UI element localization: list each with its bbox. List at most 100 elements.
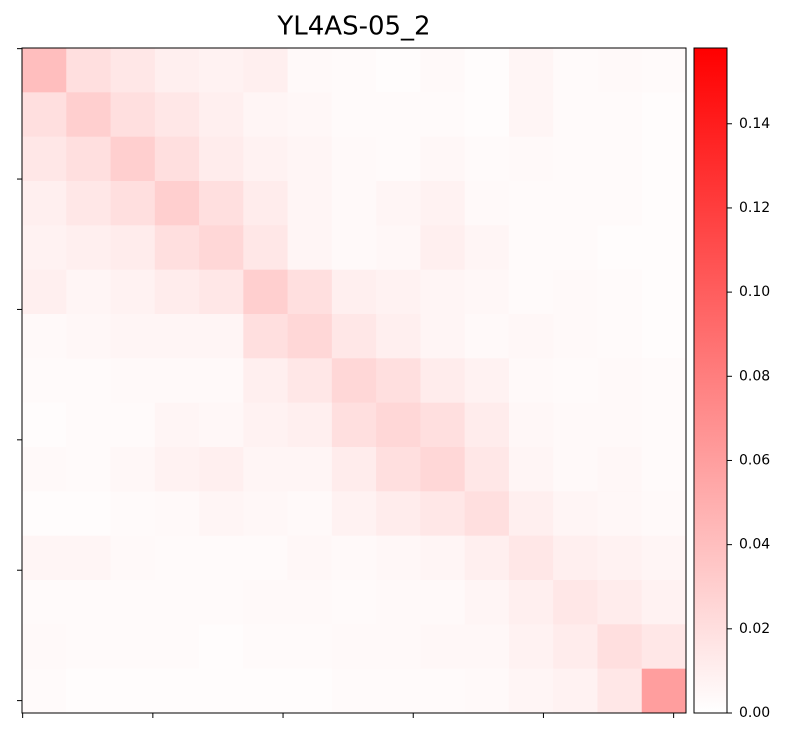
heatmap-cell	[508, 491, 554, 537]
heatmap-cell	[199, 447, 244, 492]
heatmap-cell	[597, 447, 643, 492]
heatmap-cell	[199, 48, 244, 93]
heatmap-cell	[154, 92, 200, 138]
heatmap-cell	[287, 624, 333, 670]
heatmap-cell	[66, 48, 112, 93]
heatmap-cell	[464, 358, 510, 404]
heatmap-cell	[553, 624, 598, 670]
heatmap-cell	[331, 402, 377, 448]
heatmap-cell	[199, 402, 244, 448]
heatmap-cell	[597, 269, 643, 315]
heatmap-cell	[508, 269, 554, 315]
heatmap-cell	[464, 48, 510, 93]
heatmap-cell	[376, 358, 421, 404]
heatmap-cell	[597, 358, 643, 404]
heatmap-cell	[597, 225, 643, 271]
heatmap-cell	[110, 624, 156, 670]
heatmap-cell	[508, 402, 554, 448]
heatmap-cell	[597, 181, 643, 226]
heatmap-cell	[199, 535, 244, 581]
heatmap-cell	[287, 668, 333, 714]
heatmap-cell	[508, 48, 554, 93]
heatmap-cell	[376, 225, 421, 271]
heatmap-cell	[199, 358, 244, 404]
colorbar-tick-label: 0.00	[739, 705, 770, 721]
heatmap-cell	[331, 92, 377, 138]
heatmap-cell	[199, 92, 244, 138]
heatmap-cell	[243, 402, 289, 448]
heatmap-cell	[199, 225, 244, 271]
heatmap-cell	[331, 181, 377, 226]
heatmap-cell	[22, 269, 67, 315]
heatmap-cell	[553, 314, 598, 359]
heatmap-cell	[641, 92, 687, 138]
heatmap-cell	[553, 181, 598, 226]
heatmap-cell	[154, 136, 200, 182]
heatmap-cell	[464, 491, 510, 537]
heatmap-cell	[199, 668, 244, 714]
heatmap-cell	[420, 358, 466, 404]
heatmap-cell	[243, 225, 289, 271]
heatmap-cell	[420, 225, 466, 271]
heatmap-cell	[110, 491, 156, 537]
heatmap-cell	[420, 535, 466, 581]
heatmap-cell	[22, 624, 67, 670]
heatmap-cell	[376, 447, 421, 492]
colorbar	[693, 47, 728, 714]
heatmap-cell	[154, 358, 200, 404]
heatmap-cell	[420, 92, 466, 138]
heatmap-cell	[22, 92, 67, 138]
heatmap-cell	[243, 358, 289, 404]
heatmap-cell	[553, 225, 598, 271]
heatmap-cell	[331, 580, 377, 625]
heatmap-cell	[641, 48, 687, 93]
plot-frame	[21, 47, 687, 714]
heatmap-cell	[243, 535, 289, 581]
heatmap-cell	[641, 668, 687, 714]
heatmap-cell	[376, 491, 421, 537]
heatmap-cell	[508, 535, 554, 581]
heatmap-cell	[331, 447, 377, 492]
heatmap-cell	[66, 136, 112, 182]
heatmap-cell	[420, 668, 466, 714]
heatmap-cell	[597, 535, 643, 581]
heatmap-cell	[553, 491, 598, 537]
colorbar-tick-label: 0.12	[739, 200, 770, 216]
heatmap-cell	[287, 358, 333, 404]
heatmap-cell	[22, 535, 67, 581]
heatmap-cell	[154, 181, 200, 226]
heatmap-cell	[287, 447, 333, 492]
heatmap-cell	[641, 402, 687, 448]
heatmap-cell	[553, 668, 598, 714]
heatmap-cell	[110, 402, 156, 448]
heatmap-cell	[641, 314, 687, 359]
heatmap-cell	[464, 447, 510, 492]
heatmap-cell	[508, 447, 554, 492]
heatmap-cell	[464, 535, 510, 581]
heatmap-cell	[508, 358, 554, 404]
heatmap-cell	[331, 269, 377, 315]
heatmap-cell	[464, 580, 510, 625]
heatmap-cell	[508, 136, 554, 182]
heatmap-cell	[110, 48, 156, 93]
heatmap-cell	[553, 358, 598, 404]
heatmap-cell	[420, 447, 466, 492]
heatmap-cell	[376, 580, 421, 625]
heatmap-cell	[553, 92, 598, 138]
heatmap-cell	[641, 580, 687, 625]
heatmap-cell	[154, 314, 200, 359]
heatmap-cell	[66, 535, 112, 581]
heatmap-cell	[597, 491, 643, 537]
colorbar-tick-label: 0.08	[739, 368, 770, 384]
heatmap-cell	[641, 447, 687, 492]
heatmap-cell	[66, 491, 112, 537]
heatmap-cell	[376, 624, 421, 670]
heatmap-cell	[376, 181, 421, 226]
heatmap-cell	[420, 48, 466, 93]
heatmap-cell	[243, 92, 289, 138]
heatmap-cell	[110, 535, 156, 581]
heatmap-cell	[331, 225, 377, 271]
heatmap-cell	[376, 535, 421, 581]
heatmap-cell	[287, 402, 333, 448]
